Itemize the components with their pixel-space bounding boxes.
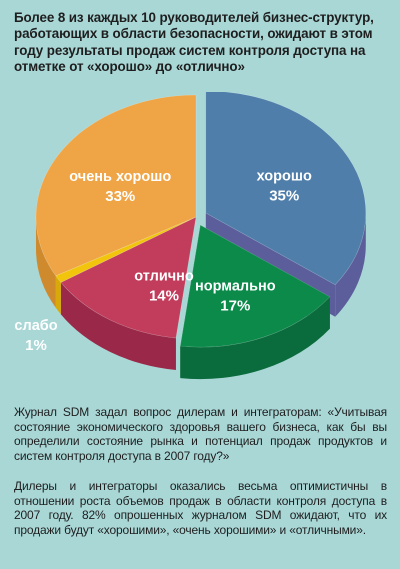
slice-value-очень-хорошо: 33% [105,188,135,205]
pie-chart: хорошо 35% нормально 17% отлично 14% слабо 1% оч… [14,92,367,380]
pie-slice-отлично [60,216,197,339]
description-paragraph-2: Дилеры и интеграторы оказались весьма оп… [14,479,387,537]
pie-slice-слабо [55,216,197,283]
slice-value-слабо: 1% [25,337,47,354]
chart-title: Более 8 из каждых 10 руководителей бизне… [14,10,374,74]
pie-slices [35,92,367,348]
pie-labels: хорошо 35% нормально 17% отлично 14% слабо 1% оч… [14,169,312,354]
pie-side-отлично [60,282,176,371]
slice-label-очень-хорошо: очень хорошо [69,169,171,185]
pie-slice-хорошо [205,92,367,286]
description-paragraph-1: Журнал SDM задал вопрос дилерам и интегр… [14,405,387,463]
slice-value-нормально: 17% [220,298,250,315]
slice-label-отлично: отлично [134,268,194,284]
slice-label-слабо: слабо [14,318,57,334]
slice-label-хорошо: хорошо [257,169,312,185]
pie-side-хорошо [335,213,366,317]
slice-value-хорошо: 35% [269,188,299,205]
slice-value-отлично: 14% [149,287,179,304]
pie-side-нормально [180,296,330,380]
pie-slice-нормально [179,224,331,348]
slice-label-нормально: нормально [195,279,276,295]
pie-side-слабо [55,275,61,315]
pie-side-очень-хорошо [36,217,56,308]
pie-slice-очень-хорошо [35,94,197,277]
